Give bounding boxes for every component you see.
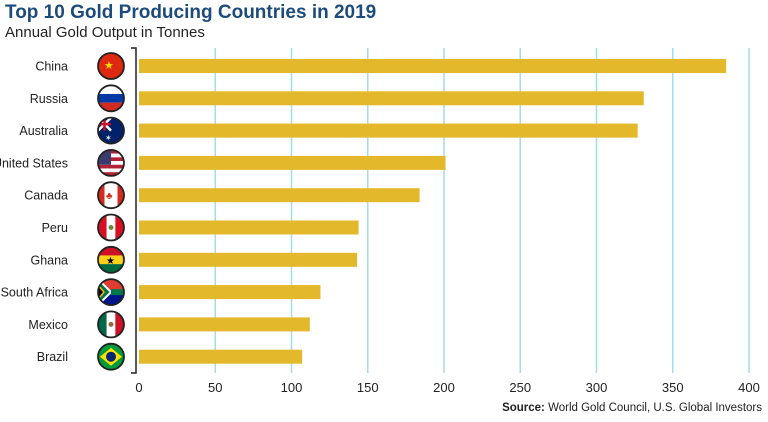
flag-border bbox=[97, 181, 125, 210]
flag-border bbox=[97, 213, 125, 242]
united-states-flag-icon bbox=[98, 149, 124, 176]
x-tick-label: 0 bbox=[135, 380, 142, 395]
russia-flag-icon bbox=[98, 85, 124, 112]
flag-border bbox=[97, 116, 125, 145]
x-tick-label: 150 bbox=[357, 380, 379, 395]
category-label: Russia bbox=[30, 92, 68, 106]
bar-canada bbox=[139, 188, 420, 203]
chart-subtitle: Annual Gold Output in Tonnes bbox=[5, 24, 205, 41]
bar-ghana bbox=[139, 252, 358, 267]
bar-south-africa bbox=[139, 285, 321, 300]
svg-text:★: ★ bbox=[106, 256, 115, 267]
bar-russia bbox=[139, 91, 644, 106]
flag-border bbox=[97, 342, 125, 371]
peru-flag-icon bbox=[98, 214, 124, 241]
category-label: Mexico bbox=[28, 318, 68, 332]
flag-border bbox=[97, 84, 125, 113]
category-label: Ghana bbox=[30, 253, 68, 267]
flag-border bbox=[97, 52, 125, 80]
x-tick-label: 50 bbox=[208, 380, 222, 395]
svg-text:✶: ✶ bbox=[105, 134, 112, 143]
flag-border bbox=[97, 278, 125, 307]
x-tick-label: 300 bbox=[586, 380, 608, 395]
category-label: Australia bbox=[19, 124, 68, 138]
flag-border bbox=[97, 148, 125, 177]
source-note: Source: World Gold Council, U.S. Global … bbox=[502, 402, 762, 414]
x-tick-label: 400 bbox=[738, 380, 760, 395]
flag-border bbox=[97, 245, 125, 274]
bar-brazil bbox=[139, 349, 303, 364]
category-label: United States bbox=[0, 156, 68, 170]
x-tick-label: 250 bbox=[509, 380, 531, 395]
x-tick-label: 100 bbox=[281, 380, 303, 395]
x-tick-label: 350 bbox=[662, 380, 684, 395]
category-label: Canada bbox=[24, 189, 68, 203]
source-text: World Gold Council, U.S. Global Investor… bbox=[548, 402, 762, 414]
south-africa-flag-icon bbox=[98, 279, 124, 306]
ghana-flag-icon: ★ bbox=[98, 246, 124, 273]
category-label: South Africa bbox=[1, 286, 68, 300]
bar-china bbox=[139, 59, 727, 73]
x-tick-label: 200 bbox=[433, 380, 455, 395]
y-axis-line bbox=[131, 47, 137, 374]
category-label: Brazil bbox=[37, 350, 68, 364]
category-label: Peru bbox=[42, 221, 68, 235]
source-label: Source: bbox=[502, 402, 545, 414]
bar-united-states bbox=[139, 155, 446, 170]
category-label: China bbox=[35, 60, 68, 74]
bar-australia bbox=[139, 123, 638, 138]
bar-peru bbox=[139, 220, 359, 235]
bar-mexico bbox=[139, 317, 310, 332]
chart-title: Top 10 Gold Producing Countries in 2019 bbox=[5, 2, 377, 23]
flag-border bbox=[97, 310, 125, 339]
mexico-flag-icon bbox=[98, 311, 124, 338]
svg-text:★: ★ bbox=[104, 60, 114, 72]
svg-text:♣: ♣ bbox=[106, 191, 113, 202]
